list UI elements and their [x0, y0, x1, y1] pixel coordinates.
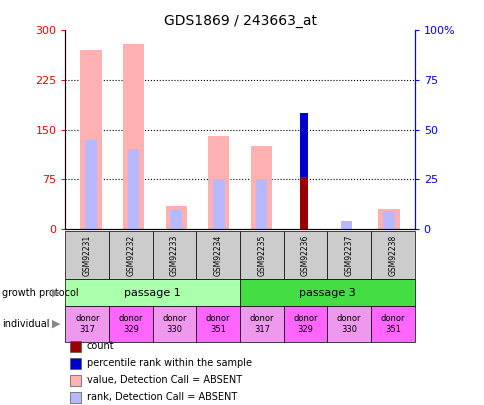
Text: donor
317: donor 317 [75, 314, 99, 334]
Bar [208, 136, 229, 229]
Text: GDS1869 / 243663_at: GDS1869 / 243663_at [163, 14, 316, 28]
Bar [255, 179, 267, 229]
Bar [85, 139, 97, 229]
Bar [212, 179, 224, 229]
Bar [123, 44, 144, 229]
Text: percentile rank within the sample: percentile rank within the sample [87, 358, 251, 368]
Text: ▶: ▶ [51, 319, 60, 329]
Bar [300, 113, 307, 177]
Bar [382, 211, 394, 229]
Text: GSM92236: GSM92236 [301, 234, 309, 276]
Text: GSM92238: GSM92238 [388, 234, 396, 276]
Text: donor
330: donor 330 [162, 314, 186, 334]
Bar [165, 206, 186, 229]
Text: donor
351: donor 351 [206, 314, 230, 334]
Text: GSM92233: GSM92233 [170, 234, 179, 276]
Bar [250, 146, 272, 229]
Bar [80, 50, 102, 229]
Text: growth protocol: growth protocol [2, 288, 79, 298]
Bar [170, 209, 182, 229]
Text: GSM92234: GSM92234 [213, 234, 222, 276]
Text: donor
329: donor 329 [119, 314, 143, 334]
Text: passage 1: passage 1 [124, 288, 181, 298]
Bar [378, 209, 399, 229]
Text: count: count [87, 341, 114, 351]
Bar [300, 113, 307, 229]
Text: GSM92237: GSM92237 [344, 234, 353, 276]
Text: value, Detection Call = ABSENT: value, Detection Call = ABSENT [87, 375, 242, 385]
Text: donor
329: donor 329 [293, 314, 317, 334]
Text: rank, Detection Call = ABSENT: rank, Detection Call = ABSENT [87, 392, 237, 402]
Text: GSM92232: GSM92232 [126, 234, 135, 276]
Text: passage 3: passage 3 [298, 288, 355, 298]
Text: ▶: ▶ [51, 288, 60, 298]
Text: individual: individual [2, 319, 50, 329]
Text: GSM92235: GSM92235 [257, 234, 266, 276]
Bar [127, 149, 139, 229]
Bar [340, 221, 352, 229]
Text: GSM92231: GSM92231 [83, 234, 91, 276]
Text: donor
330: donor 330 [336, 314, 361, 334]
Text: donor
351: donor 351 [380, 314, 404, 334]
Text: donor
317: donor 317 [249, 314, 273, 334]
